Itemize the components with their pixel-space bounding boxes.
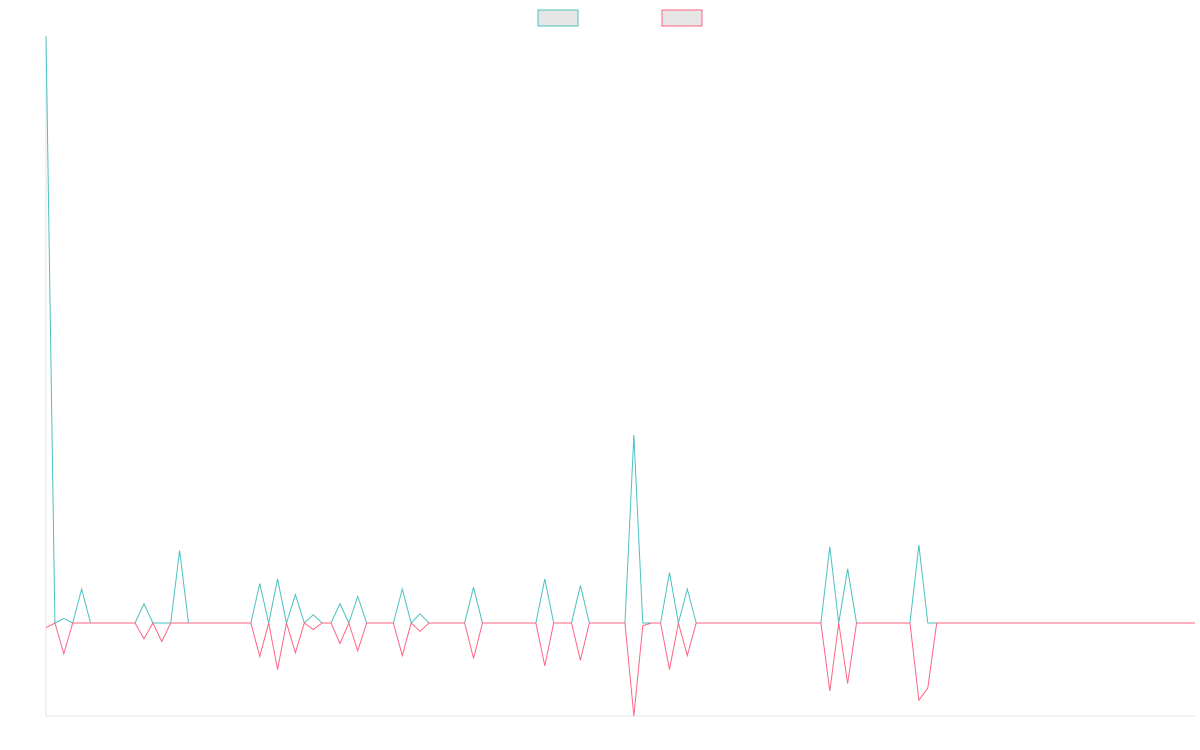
- axes: [45, 36, 1195, 717]
- legend-swatch-series-2[interactable]: [661, 9, 703, 27]
- plot-area: [45, 35, 1195, 717]
- series-2: [45, 621, 1195, 717]
- legend-swatch-series-1[interactable]: [537, 9, 579, 27]
- series-1: [45, 35, 1195, 625]
- series-1-line: [45, 35, 1195, 625]
- legend[interactable]: [537, 9, 703, 27]
- series-2-line: [45, 621, 1195, 717]
